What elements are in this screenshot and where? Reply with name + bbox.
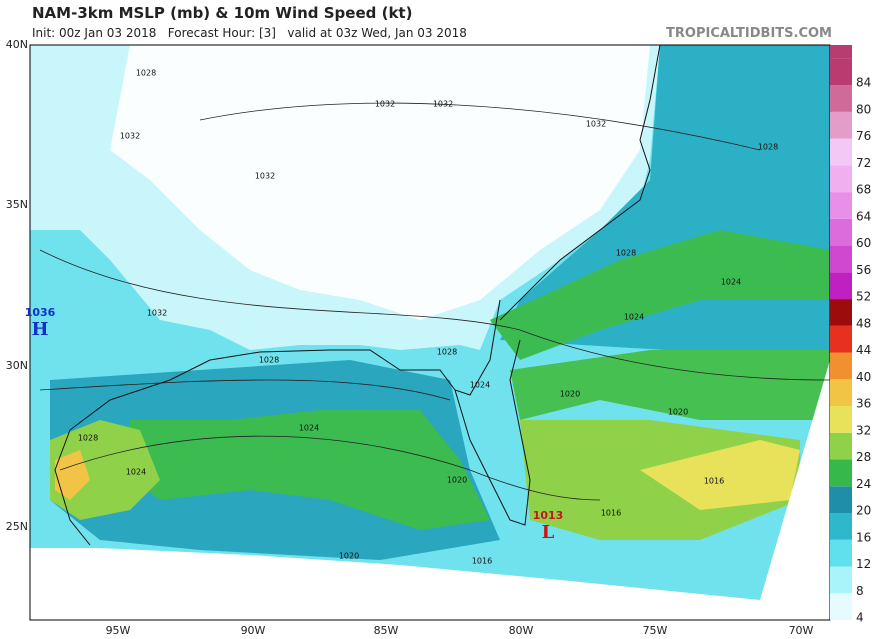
colorbar-label: 36 — [856, 397, 871, 411]
colorbar-label: 60 — [856, 236, 871, 250]
colorbar-label: 16 — [856, 530, 871, 544]
watermark: TROPICALTIDBITS.COM — [666, 26, 832, 41]
subtitle: Init: 00z Jan 03 2018 Forecast Hour: [3]… — [32, 26, 467, 40]
lat-label: 40N — [6, 38, 28, 51]
lat-label: 25N — [6, 520, 28, 533]
colorbar-swatch — [830, 325, 852, 353]
lat-label: 35N — [6, 198, 28, 211]
lon-label: 80W — [509, 624, 534, 637]
colorbar-label: 52 — [856, 290, 871, 304]
lat-label: 30N — [6, 359, 28, 372]
lon-label: 70W — [789, 624, 814, 637]
isobar-label: 1028 — [437, 348, 457, 357]
colorbar-label: 28 — [856, 450, 871, 464]
colorbar-swatch — [830, 245, 852, 273]
wind-band — [640, 440, 800, 510]
colorbar-label: 48 — [856, 316, 871, 330]
colorbar-swatch — [830, 138, 852, 166]
colorbar-label: 84 — [856, 76, 871, 90]
colorbar-swatch — [830, 593, 852, 620]
isobar-label: 1032 — [120, 132, 140, 141]
no-data — [30, 360, 830, 620]
colorbar-swatch — [830, 85, 852, 112]
colorbar-label: 68 — [856, 183, 871, 197]
isobar-line — [39, 102, 830, 501]
colorbar-swatch — [830, 432, 852, 460]
lon-label: 75W — [643, 624, 668, 637]
isobar-label: 1024 — [721, 278, 741, 287]
title: NAM-3km MSLP (mb) & 10m Wind Speed (kt) — [32, 4, 413, 22]
isobar-label: 1020 — [668, 408, 688, 417]
colorbar-label: 72 — [856, 156, 871, 170]
colorbar-swatch — [830, 218, 852, 246]
high-symbol: H — [31, 319, 48, 340]
isobar-label: 1024 — [126, 468, 146, 477]
colorbar-swatch — [830, 58, 852, 86]
colorbar-swatch — [830, 299, 852, 326]
colorbar-label: 44 — [856, 343, 871, 357]
land-calm — [110, 45, 650, 320]
wind-band — [490, 230, 830, 360]
colorbar-label: 20 — [856, 504, 871, 518]
colorbar-swatch — [830, 111, 852, 139]
colorbar-swatch — [830, 379, 852, 407]
colorbar-cap — [830, 45, 852, 59]
isobar-label: 1024 — [299, 424, 319, 433]
colorbar-swatch — [830, 486, 852, 514]
colorbar-label: 64 — [856, 209, 871, 223]
coastline — [54, 299, 531, 546]
colorbar-label: 24 — [856, 477, 871, 491]
lon-label: 85W — [374, 624, 399, 637]
colorbar-swatch — [830, 272, 852, 300]
wind-band — [510, 350, 830, 420]
isobar-label: 1028 — [78, 434, 98, 443]
colorbar-label: 12 — [856, 557, 871, 571]
colorbar-label: 40 — [856, 370, 871, 384]
colorbar-swatch — [830, 539, 852, 567]
isobar-label: 1032 — [433, 100, 453, 109]
colorbar-label: 8 — [856, 584, 864, 598]
colorbar-swatch — [830, 459, 852, 487]
colorbar-swatch — [830, 352, 852, 380]
map-field — [30, 45, 830, 620]
isobar-label: 1024 — [470, 381, 490, 390]
isobar-label: 1016 — [472, 557, 492, 566]
colorbar-label: 4 — [856, 611, 864, 625]
isobar-label: 1028 — [259, 356, 279, 365]
colorbar-label: 32 — [856, 423, 871, 437]
isobar-label: 1028 — [616, 249, 636, 258]
isobar-label: 1020 — [447, 476, 467, 485]
isobar-label: 1016 — [601, 509, 621, 518]
isobar-label: 1028 — [758, 143, 778, 152]
coastline — [499, 45, 661, 321]
wind-band — [50, 420, 160, 520]
isobar-label: 1032 — [586, 120, 606, 129]
low-pressure: 1013 — [533, 509, 564, 522]
colorbar-label: 56 — [856, 263, 871, 277]
colorbar-swatch — [830, 192, 852, 219]
isobar-label: 1016 — [704, 477, 724, 486]
low-symbol: L — [542, 522, 555, 543]
colorbar-swatch — [830, 406, 852, 433]
colorbar-label: 80 — [856, 102, 871, 116]
lon-label: 95W — [106, 624, 131, 637]
colorbar-swatch — [830, 513, 852, 540]
colorbar-swatch — [830, 165, 852, 193]
wind-band — [120, 410, 490, 530]
isobar-label: 1020 — [560, 390, 580, 399]
colorbar-swatch — [830, 566, 852, 594]
isobar-label: 1020 — [339, 552, 359, 561]
isobar-label: 1032 — [255, 172, 275, 181]
lon-label: 90W — [241, 624, 266, 637]
high-pressure: 1036 — [25, 306, 56, 319]
isobar-label: 1032 — [147, 309, 167, 318]
isobar-label: 1024 — [624, 313, 644, 322]
colorbar-label: 76 — [856, 129, 871, 143]
isobar-label: 1032 — [375, 100, 395, 109]
isobar-label: 1028 — [136, 69, 156, 78]
